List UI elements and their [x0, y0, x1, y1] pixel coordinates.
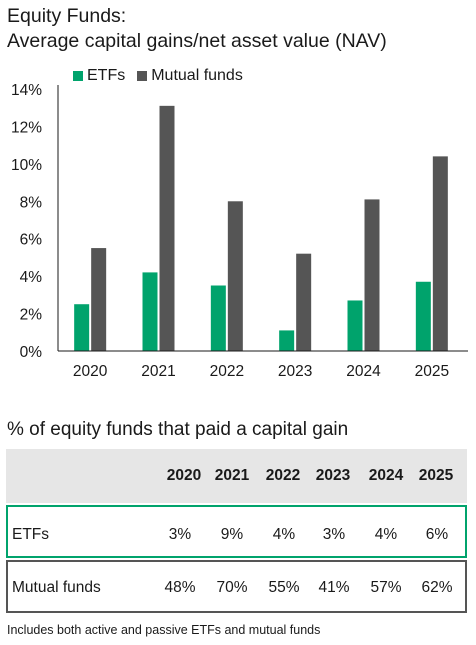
- legend-swatch-mutual-funds: [137, 71, 148, 81]
- chart-title: Equity Funds: Average capital gains/net …: [7, 4, 387, 54]
- bar-etfs-2024: [347, 300, 363, 351]
- x-tick-label-2020: 2020: [73, 363, 108, 380]
- cell-mutual-2023: 41%: [318, 579, 350, 596]
- row-label-mutual-funds: Mutual funds: [12, 579, 101, 596]
- y-tick-label: 2%: [20, 307, 43, 324]
- cell-etfs-2021: 9%: [220, 526, 244, 543]
- legend-label-etfs: ETFs: [87, 67, 126, 84]
- header-2021: 2021: [214, 467, 250, 484]
- bar-etfs-2025: [415, 281, 431, 351]
- y-tick-label: 4%: [20, 269, 43, 286]
- cell-etfs-2023: 3%: [322, 526, 346, 543]
- x-tick-label-2023: 2023: [278, 363, 312, 380]
- cell-mutual-2022: 55%: [268, 579, 300, 596]
- cell-etfs-2025: 6%: [425, 526, 449, 543]
- cell-etfs-2024: 4%: [374, 526, 398, 543]
- bar-etfs-2023: [279, 330, 295, 351]
- table-header: 2020 2021 2022 2023 2024 2025: [6, 449, 467, 503]
- y-tick-label: 10%: [11, 157, 42, 174]
- x-tick-label-2022: 2022: [210, 363, 244, 380]
- y-axis-ticks: 0% 2% 4% 6% 8% 10% 12% 14%: [11, 82, 42, 361]
- bar-etfs-2020: [74, 304, 90, 351]
- bar-mutual-funds-2024: [364, 199, 380, 351]
- footnote: Includes both active and passive ETFs an…: [7, 623, 321, 637]
- y-tick-label: 6%: [20, 232, 43, 249]
- x-tick-label-2025: 2025: [415, 363, 449, 380]
- table-row-etfs: ETFs 3% 9% 4% 3% 4% 6%: [6, 505, 467, 558]
- legend-swatch-etfs: [73, 71, 83, 81]
- legend-item-mutual-funds: Mutual funds: [137, 67, 243, 85]
- bar-mutual-funds-2022: [227, 201, 243, 351]
- header-2024: 2024: [368, 467, 404, 484]
- cell-etfs-2022: 4%: [272, 526, 296, 543]
- cell-mutual-2025: 62%: [421, 579, 453, 596]
- y-tick-label: 12%: [11, 119, 42, 136]
- header-2025: 2025: [418, 467, 454, 484]
- x-tick-label-2024: 2024: [346, 363, 381, 380]
- table-row-mutual-funds: Mutual funds 48% 70% 55% 41% 57% 62%: [6, 560, 467, 613]
- y-tick-label: 0%: [20, 344, 43, 361]
- row-label-etfs: ETFs: [12, 526, 50, 543]
- x-axis-labels: 2020 2021 2022 2023 2024 2025: [73, 363, 449, 380]
- bars: [74, 105, 448, 351]
- bar-mutual-funds-2020: [91, 248, 107, 351]
- y-tick-label: 8%: [20, 194, 43, 211]
- bar-mutual-funds-2023: [296, 253, 312, 351]
- bar-etfs-2022: [210, 285, 226, 351]
- y-tick-label: 14%: [11, 82, 42, 99]
- cell-etfs-2020: 3%: [168, 526, 192, 543]
- legend-label-mutual-funds: Mutual funds: [151, 67, 243, 84]
- title-line-2: Average capital gains/net asset value (N…: [7, 30, 387, 52]
- bar-chart: 0% 2% 4% 6% 8% 10% 12% 14% 2020 2021 2022 2023 2024…: [11, 82, 468, 380]
- bar-mutual-funds-2025: [432, 156, 448, 351]
- x-tick-label-2021: 2021: [141, 363, 175, 380]
- cell-mutual-2020: 48%: [164, 579, 196, 596]
- bar-mutual-funds-2021: [159, 105, 175, 351]
- bar-etfs-2021: [142, 272, 158, 351]
- header-2023: 2023: [315, 467, 351, 484]
- title-line-1: Equity Funds:: [7, 5, 127, 27]
- cell-mutual-2024: 57%: [370, 579, 402, 596]
- cell-mutual-2021: 70%: [216, 579, 248, 596]
- header-2022: 2022: [265, 467, 301, 484]
- legend: ETFs Mutual funds: [73, 67, 255, 85]
- table-title: % of equity funds that paid a capital ga…: [7, 419, 349, 440]
- header-2020: 2020: [166, 467, 202, 484]
- legend-item-etfs: ETFs: [73, 67, 125, 85]
